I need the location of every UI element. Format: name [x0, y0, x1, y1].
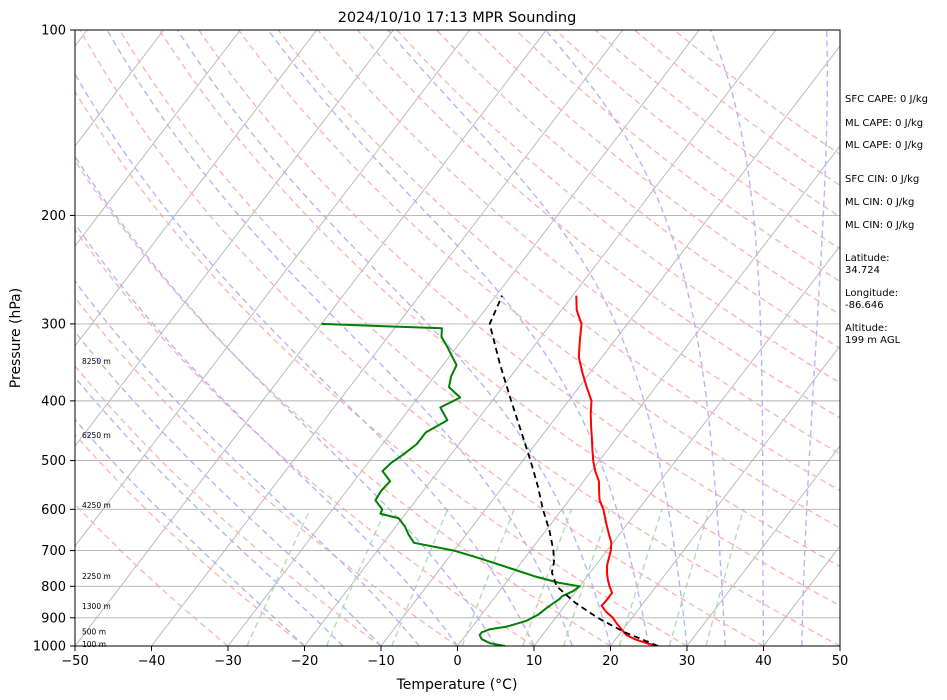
- height-label: 500 m: [82, 628, 106, 637]
- height-label: 1300 m: [82, 602, 111, 611]
- x-tick-label: 0: [453, 654, 461, 669]
- moist-adiabat-line: [544, 30, 726, 646]
- dry-adiabat-line: [436, 30, 840, 350]
- y-tick-label: 500: [41, 454, 66, 469]
- moist-adiabat-line: [176, 30, 612, 646]
- x-tick-label: −30: [214, 654, 241, 669]
- sfc-cape: SFC CAPE: 0 J/kg: [845, 94, 928, 105]
- moist-adiabat-line: [75, 222, 459, 646]
- dry-adiabat-line: [356, 30, 840, 419]
- x-axis-ticks: −50 −40 −30 −20 −10 0 10 20 30 40 50: [61, 646, 848, 669]
- dry-adiabat-line: [75, 228, 535, 646]
- ml-cin: ML CIN: 0 J/kg: [845, 197, 914, 208]
- isotherm-line: [457, 145, 840, 646]
- isotherm-line: [75, 30, 394, 447]
- height-label: 8250 m: [82, 357, 111, 366]
- y-tick-label: 1000: [33, 640, 66, 655]
- y-tick-label: 300: [41, 317, 66, 332]
- dry-adiabat-line: [119, 30, 840, 646]
- height-label: 6250 m: [82, 431, 111, 440]
- isotherm-line: [610, 345, 840, 646]
- x-tick-label: 30: [679, 654, 696, 669]
- background-lines: [75, 30, 840, 646]
- dry-adiabat-line: [198, 30, 840, 568]
- ml-cape-2: ML CAPE: 0 J/kg: [845, 140, 923, 151]
- x-tick-label: 10: [526, 654, 543, 669]
- dry-adiabat-line: [75, 159, 611, 646]
- moist-adiabat-line: [106, 30, 573, 646]
- y-tick-label: 100: [41, 24, 66, 39]
- y-axis-ticks: 1000 900 800 700 600 500 400 300 200 100: [33, 24, 75, 655]
- x-tick-label: 40: [755, 654, 772, 669]
- dry-adiabat-line: [158, 30, 840, 607]
- x-tick-label: −40: [138, 654, 165, 669]
- isotherm-line: [75, 30, 547, 646]
- height-label: 100 m: [82, 640, 106, 649]
- dry-adiabat-line: [75, 433, 305, 646]
- chart-title: 2024/10/10 17:13 MPR Sounding: [338, 10, 577, 26]
- x-tick-label: −20: [291, 654, 318, 669]
- moist-adiabat-line: [75, 72, 535, 646]
- altitude-label: Altitude:: [845, 323, 887, 334]
- altitude-value: 199 m AGL: [845, 335, 901, 346]
- y-tick-label: 800: [41, 580, 66, 595]
- isotherm-line: [686, 445, 840, 646]
- parcel-line: [488, 295, 659, 646]
- ml-cin-2: ML CIN: 0 J/kg: [845, 220, 914, 231]
- y-tick-label: 200: [41, 209, 66, 224]
- height-labels: 100 m 500 m 1300 m 2250 m 4250 m 6250 m 8250 m: [82, 357, 111, 649]
- y-axis-label: Pressure (hPa): [8, 288, 24, 388]
- isotherm-line: [151, 30, 624, 646]
- longitude-label: Longitude:: [845, 288, 898, 299]
- moist-adiabat-line: [75, 155, 497, 646]
- dry-adiabat-line: [79, 30, 764, 646]
- height-label: 4250 m: [82, 501, 111, 510]
- dry-adiabat-line: [277, 30, 840, 492]
- isotherm-line: [380, 45, 840, 646]
- x-axis-label: Temperature (°C): [396, 677, 518, 693]
- moist-adiabat-line: [75, 376, 344, 646]
- dry-adiabat-line: [515, 30, 840, 283]
- dewpoint-line: [321, 322, 581, 646]
- y-tick-label: 600: [41, 503, 66, 518]
- dry-adiabat-line: [317, 30, 840, 455]
- x-tick-label: 20: [602, 654, 619, 669]
- stats-panel: SFC CAPE: 0 J/kg ML CAPE: 0 J/kg ML CAPE…: [845, 94, 928, 346]
- ml-cape: ML CAPE: 0 J/kg: [845, 118, 923, 129]
- isotherm-line: [75, 30, 241, 247]
- longitude-value: -86.646: [845, 300, 884, 311]
- moist-adiabat-line: [709, 30, 765, 646]
- x-tick-label: −50: [61, 654, 88, 669]
- y-tick-label: 400: [41, 394, 66, 409]
- moist-adiabat-line: [801, 30, 828, 646]
- y-tick-label: 700: [41, 544, 66, 559]
- isotherm-line: [75, 30, 471, 547]
- dry-adiabat-line: [75, 90, 688, 646]
- temperature-line: [575, 295, 659, 646]
- sounding-series: [321, 295, 659, 646]
- x-tick-label: 50: [832, 654, 849, 669]
- height-label: 2250 m: [82, 572, 111, 581]
- dry-adiabat-line: [396, 30, 840, 384]
- moist-adiabat-line: [75, 418, 305, 646]
- isotherm-line: [533, 245, 840, 646]
- moist-adiabat-line: [267, 30, 650, 646]
- dry-adiabat-line: [75, 364, 382, 646]
- x-tick-label: −10: [367, 654, 394, 669]
- moist-adiabat-line: [75, 330, 382, 646]
- moist-adiabat-line: [75, 280, 420, 646]
- y-tick-label: 900: [41, 611, 66, 626]
- isotherm-line: [304, 30, 777, 646]
- isotherm-line: [75, 30, 165, 147]
- dry-adiabat-line: [75, 296, 458, 646]
- isotherm-line: [75, 30, 318, 347]
- isotherm-line: [227, 30, 700, 646]
- sfc-cin: SFC CIN: 0 J/kg: [845, 174, 919, 185]
- dry-adiabat-line: [237, 30, 840, 529]
- latitude-label: Latitude:: [845, 253, 890, 264]
- latitude-value: 34.724: [845, 265, 880, 276]
